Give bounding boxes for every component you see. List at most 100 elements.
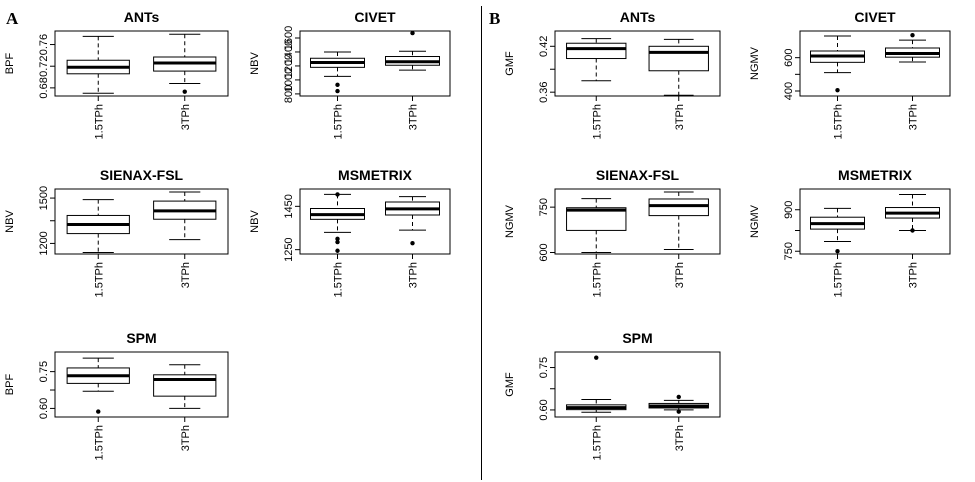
y-tick-label: 0.60 [538,399,550,420]
y-axis-label: NBV [249,210,261,233]
chart-title: SIENAX-FSL [100,167,184,183]
y-tick-label: 0.75 [38,361,50,382]
boxplot-chart: ANTs BPF 0.680.720.76 1.5TPh 3TPh [4,9,229,139]
box-1.5TPh [566,38,627,82]
y-tick-label: 1000 [283,68,295,92]
box-1.5TPh [566,198,627,253]
y-tick-label: 400 [783,82,795,100]
x-tick-label: 1.5TPh [591,104,603,139]
x-tick-label: 1.5TPh [333,262,345,297]
chart-title: SPM [126,330,156,346]
box-3TPh [153,33,217,94]
chart-title: ANTs [124,9,160,25]
boxplot-chart: SPM GMF 0.60 0.75 1.5TPh 3TPh [504,330,721,460]
x-tick-label: 3TPh [408,104,420,130]
y-tick-label: 0.68 [38,77,50,98]
boxplot-chart: CIVET NGMV 400 600 1.5TPh 3TPh [749,9,951,139]
box-3TPh [153,364,217,409]
x-tick-label: 3TPh [180,104,192,130]
outlier-point [835,249,840,254]
boxplot-chart: SIENAX-FSL NBV 1200 1500 1.5TPh 3TPh [4,167,229,297]
y-tick-label: 900 [783,201,795,219]
outlier-point [96,409,101,414]
box-1.5TPh [566,355,627,413]
boxplot-chart: ANTs GMF 0.36 0.42 1.5TPh 3TPh [504,9,721,139]
x-tick-label: 1.5TPh [833,104,845,139]
y-tick-label: 1200 [38,231,50,255]
y-tick-label: 0.72 [38,55,50,76]
y-tick-label: 0.76 [38,34,50,55]
x-tick-label: 3TPh [408,262,420,288]
outlier-point [910,228,915,233]
x-tick-label: 1.5TPh [93,262,105,297]
y-tick-label: 1500 [38,186,50,210]
outlier-point [676,409,681,414]
plot-frame [54,188,229,255]
outlier-point [676,394,681,400]
iqr-box [566,42,627,60]
outlier-point [910,32,915,38]
y-tick-label: 800 [283,85,295,103]
plot-frame [54,351,229,418]
box-3TPh [885,32,940,63]
y-axis-label: BPF [4,53,16,75]
y-tick-label: 0.60 [38,398,50,419]
y-axis-label: GMF [504,51,516,76]
box-3TPh [153,191,217,241]
panel-label-a: A [6,9,19,28]
outlier-point [335,248,340,253]
y-tick-label: 1200 [283,54,295,78]
outlier-point [835,87,840,93]
box-1.5TPh [66,357,130,414]
boxplot-chart: MSMETRIX NGMV 750 900 1.5TPh 3TPh [749,167,951,297]
outlier-point [594,355,599,360]
outlier-point [335,88,340,94]
box-1.5TPh [310,192,365,253]
x-tick-label: 1.5TPh [591,425,603,460]
plot-frame [554,188,721,255]
panel-label-b: B [489,9,500,28]
chart-title: SPM [622,330,652,346]
box-1.5TPh [66,35,130,94]
box-3TPh [648,191,709,250]
y-axis-label: GMF [504,372,516,397]
x-tick-label: 3TPh [180,262,192,288]
chart-title: CIVET [354,9,396,25]
x-tick-label: 3TPh [908,262,920,288]
x-tick-label: 1.5TPh [333,104,345,139]
box-1.5TPh [66,199,130,253]
plot-frame [799,30,951,97]
y-axis-label: NGMV [749,204,761,238]
outlier-point [335,192,340,197]
iqr-box [648,45,709,72]
box-1.5TPh [310,51,365,94]
y-tick-label: 1450 [283,194,295,218]
box-1.5TPh [810,35,865,93]
x-tick-label: 1.5TPh [833,262,845,297]
chart-title: CIVET [854,9,896,25]
y-tick-label: 1250 [283,237,295,261]
y-tick-label: 0.75 [538,357,550,378]
box-3TPh [648,38,709,96]
iqr-box [566,207,627,231]
outlier-point [335,236,340,242]
x-tick-label: 1.5TPh [591,262,603,297]
y-tick-label: 0.42 [538,36,550,57]
outlier-point [410,240,415,246]
boxplot-chart: MSMETRIX NBV 1250 1450 1.5TPh 3TPh [249,167,451,297]
boxplot-chart: SIENAX-FSL NGMV 600 750 1.5TPh 3TPh [504,167,721,297]
x-tick-label: 3TPh [180,425,192,451]
plot-frame [299,188,451,255]
box-3TPh [385,196,440,246]
outlier-point [410,30,415,36]
y-tick-label: 750 [538,198,550,216]
y-tick-label: 1400 [283,40,295,64]
outlier-point [335,82,340,88]
y-axis-label: NBV [249,52,261,75]
outlier-point [335,239,340,245]
chart-title: ANTs [620,9,656,25]
y-tick-label: 1600 [283,26,295,50]
x-tick-label: 3TPh [908,104,920,130]
chart-title: MSMETRIX [838,167,913,183]
y-tick-label: 600 [783,48,795,66]
